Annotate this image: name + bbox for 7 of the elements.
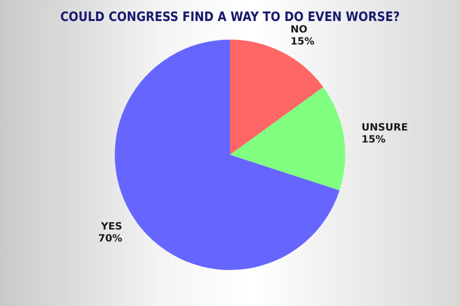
slice-label: YES bbox=[100, 222, 122, 233]
data-label: 15% bbox=[362, 134, 386, 146]
chart-title: COULD CONGRESS FIND A WAY TO DO EVEN WORSE? bbox=[60, 10, 400, 24]
data-label: 70% bbox=[98, 234, 122, 245]
slice-label: UNSURE bbox=[362, 122, 408, 134]
data-label: 15% bbox=[290, 36, 314, 48]
slice-label: NO bbox=[290, 24, 308, 36]
